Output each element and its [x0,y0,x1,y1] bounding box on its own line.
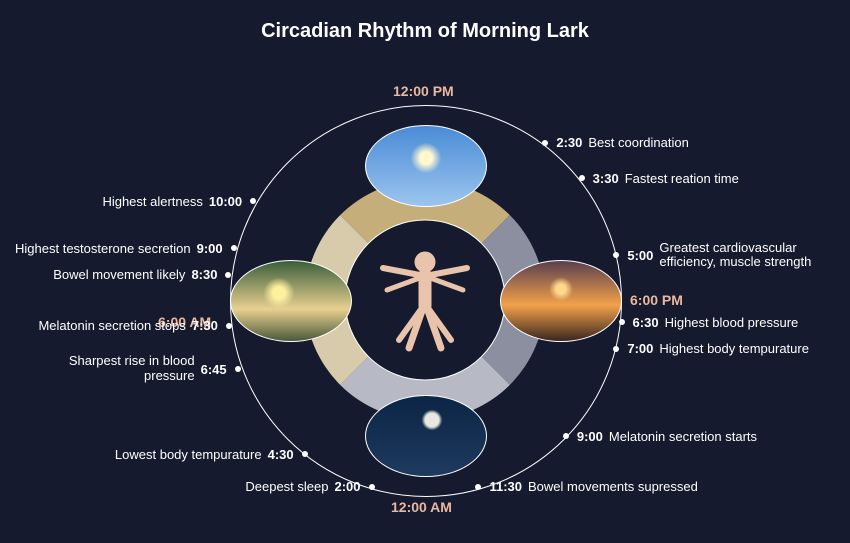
event-label: Best coordination [588,135,688,150]
event-time: 10:00 [209,194,242,209]
noon-image [365,125,487,207]
event-time: 7:30 [192,318,218,333]
event-point: 6:30 Highest blood pressure [619,315,799,330]
event-time: 9:00 [577,429,603,444]
event-dot [619,319,625,325]
event-dot [475,484,481,490]
event-point: 3:30 Fastest reation time [579,171,739,186]
event-time: 8:30 [191,267,217,282]
event-time: 4:30 [268,447,294,462]
event-dot [235,366,241,372]
vitruvian-figure [365,240,485,360]
event-label: Bowel movements supressed [528,479,698,494]
event-point: 10:00 Highest alertness [0,194,256,209]
event-label: Highest alertness [102,194,202,209]
event-label: Melatonin secretion stops [38,318,185,333]
event-point: 5:00 Greatest cardiovascularefficiency, m… [613,241,811,271]
event-point: 8:30 Bowel movement likely [0,267,231,282]
event-point: 2:00 Deepest sleep [75,479,375,494]
event-time: 9:00 [197,241,223,256]
event-dot [542,140,548,146]
event-dot [226,323,232,329]
event-point: 9:00 Melatonin secretion starts [563,429,757,444]
event-time: 6:30 [633,315,659,330]
event-dot [563,433,569,439]
event-label: Sharpest rise in bloodpressure [69,354,195,384]
evening-image [500,260,622,342]
event-dot [369,484,375,490]
event-time: 5:00 [627,248,653,263]
evening-label: 6:00 PM [630,292,683,308]
event-label: Highest body tempurature [659,341,809,356]
event-point: 9:00 Highest testosterone secretion [0,241,237,256]
event-dot [302,451,308,457]
event-dot [579,175,585,181]
event-label: Highest testosterone secretion [15,241,191,256]
event-time: 6:45 [201,362,227,377]
event-label: Fastest reation time [625,171,739,186]
event-dot [613,346,619,352]
event-label: Bowel movement likely [53,267,185,282]
event-dot [225,272,231,278]
event-label: Deepest sleep [245,479,328,494]
event-point: 7:00 Highest body tempurature [613,341,809,356]
midnight-image [365,395,487,477]
event-point: 4:30 Lowest body tempurature [8,447,308,462]
midnight-label: 12:00 AM [391,499,452,515]
event-dot [231,245,237,251]
event-time: 11:30 [489,479,522,494]
event-label: Melatonin secretion starts [609,429,757,444]
event-time: 7:00 [627,341,653,356]
event-dot [250,198,256,204]
event-dot [613,252,619,258]
event-label: Lowest body tempurature [115,447,262,462]
event-time: 2:30 [556,135,582,150]
event-label: Greatest cardiovascularefficiency, muscl… [659,241,811,271]
morning-image [230,260,352,342]
event-point: 7:30 Melatonin secretion stops [0,318,232,333]
event-point: 11:30 Bowel movements supressed [475,479,697,494]
event-point: 6:45 Sharpest rise in bloodpressure [0,354,241,384]
noon-label: 12:00 PM [393,83,454,99]
event-time: 3:30 [593,171,619,186]
event-label: Highest blood pressure [665,315,799,330]
event-time: 2:00 [334,479,360,494]
event-point: 2:30 Best coordination [542,135,688,150]
